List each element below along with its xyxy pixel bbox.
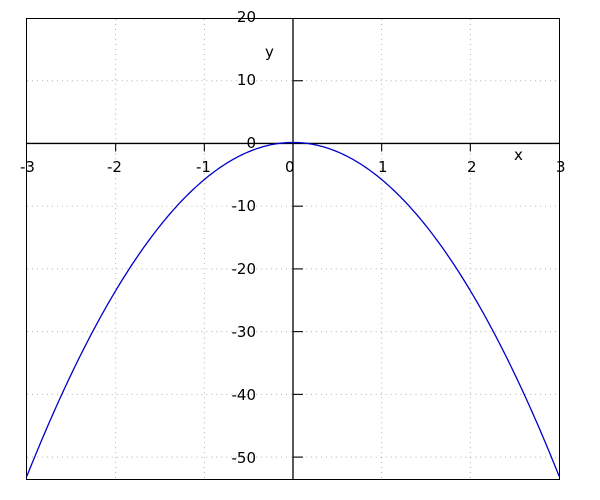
origin-axes bbox=[27, 19, 559, 479]
y-tick-label-minus10: -10 bbox=[231, 197, 257, 215]
y-tick-label-minus50: -50 bbox=[231, 449, 257, 467]
y-tick-label-minus20: -20 bbox=[231, 260, 257, 278]
y-tick-label-0: 0 bbox=[246, 134, 256, 152]
x-tick-label-minus3: -3 bbox=[20, 158, 35, 176]
x-tick-label-2: 2 bbox=[467, 158, 477, 176]
plot-area bbox=[26, 18, 560, 480]
x-tick-label-0: 0 bbox=[285, 158, 295, 176]
curve-series-0 bbox=[26, 141, 560, 477]
y-tick-label-minus40: -40 bbox=[231, 386, 257, 404]
y-tick-label-minus30: -30 bbox=[231, 323, 257, 341]
y-tick-label-10: 10 bbox=[236, 71, 256, 89]
x-axis-label: x bbox=[514, 146, 523, 164]
x-tick-label-minus2: -2 bbox=[107, 158, 122, 176]
grid-lines bbox=[27, 19, 559, 479]
x-tick-label-3: 3 bbox=[556, 158, 566, 176]
y-axis-label: y bbox=[265, 43, 274, 61]
x-tick-label-1: 1 bbox=[378, 158, 388, 176]
y-tick-label-20: 20 bbox=[236, 8, 256, 26]
x-tick-label-minus1: -1 bbox=[196, 158, 211, 176]
